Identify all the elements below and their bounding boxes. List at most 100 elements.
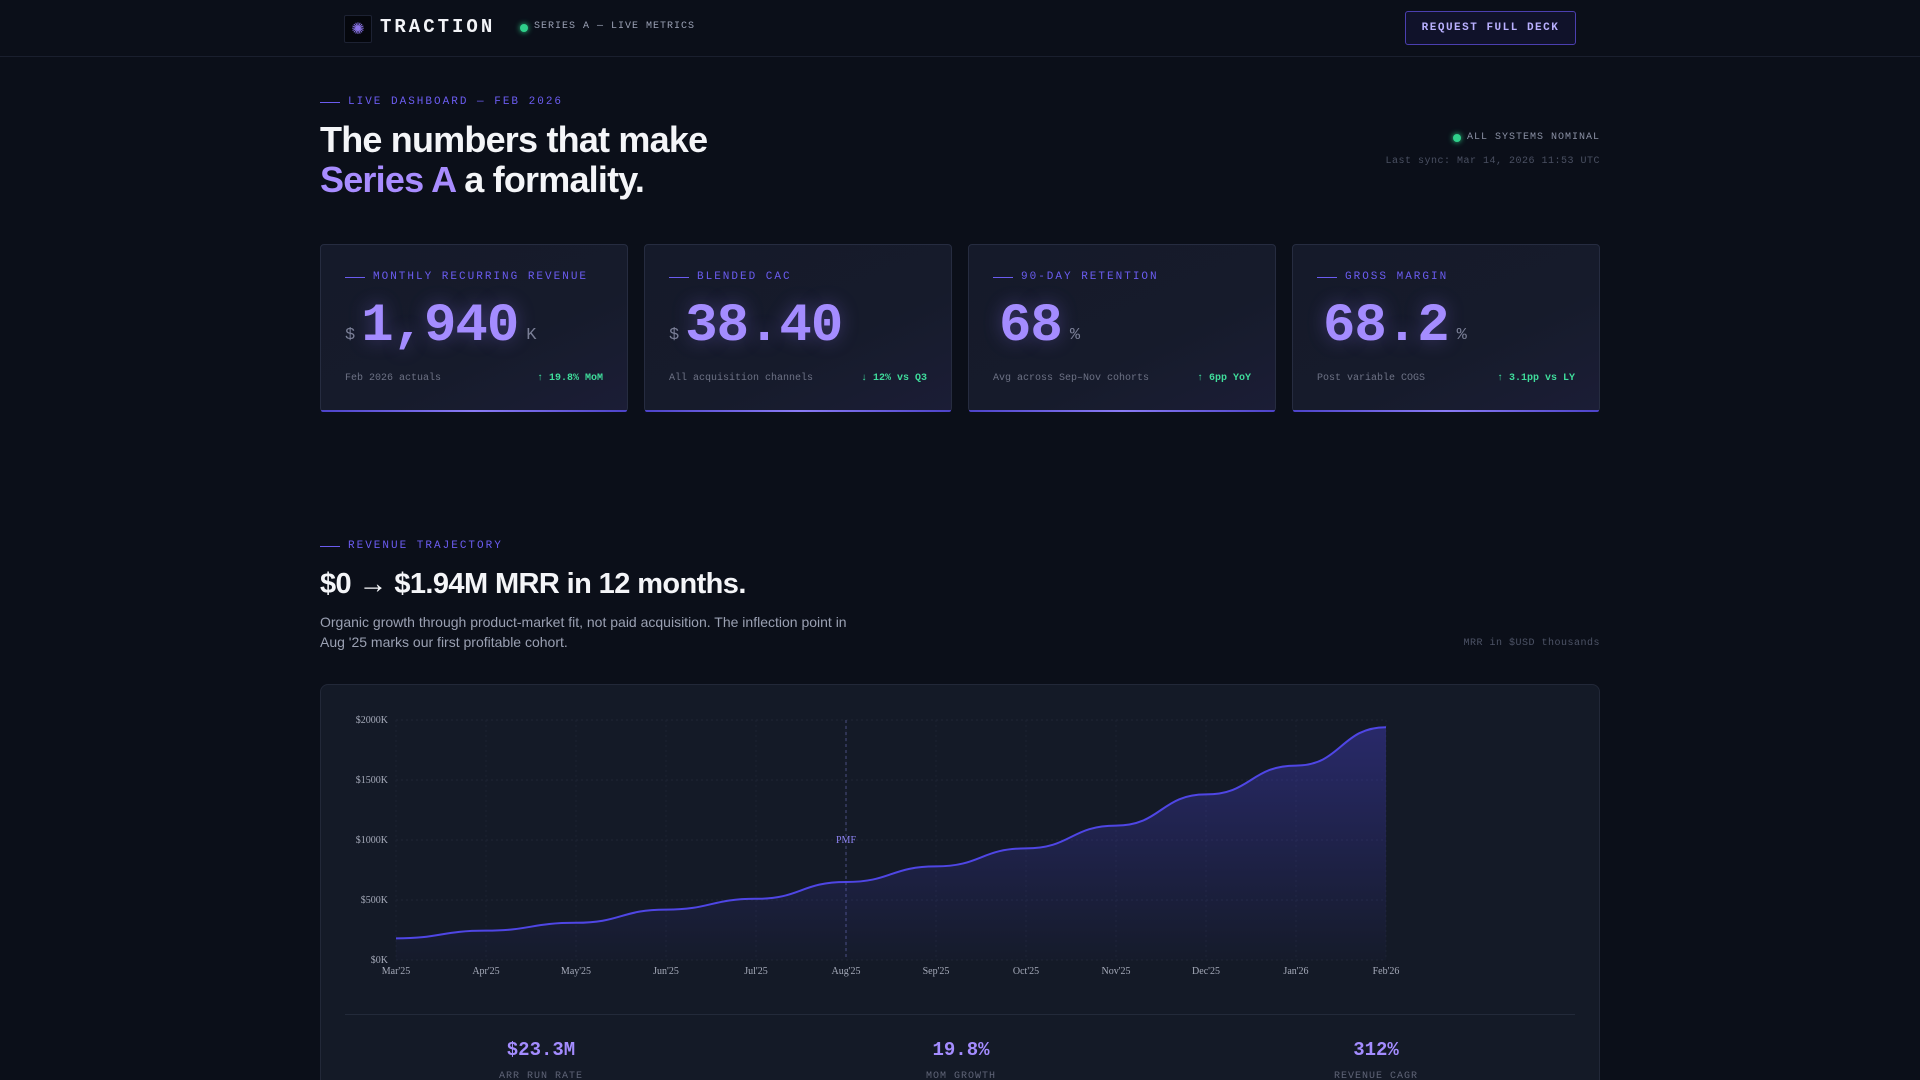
kpi-value-row: $ 38.40	[669, 297, 850, 357]
kpi-prefix: $	[345, 326, 356, 345]
kpi-card-mrr[interactable]: MONTHLY RECURRING REVENUE $ 1,940 K Feb …	[320, 244, 628, 412]
data-point	[1024, 846, 1028, 850]
data-point	[1384, 725, 1388, 729]
revenue-area	[396, 727, 1386, 960]
data-point	[394, 936, 398, 940]
revenue-chart-panel: $0K $500K $1000K $1500K $2000K Mar'25 Apr'25 Ma…	[320, 684, 1600, 1080]
brand-name[interactable]: TRACTION	[380, 16, 496, 38]
kpi-label-text: BLENDED CAC	[697, 271, 792, 283]
stat-value: 312%	[1353, 1039, 1399, 1061]
kpi-value: 1,940	[361, 296, 519, 357]
status-dot-icon	[1452, 133, 1461, 142]
revenue-title: $0 → $1.94M MRR in 12 months.	[320, 568, 746, 600]
hero-eyebrow: LIVE DASHBOARD — FEB 2026	[320, 96, 563, 108]
request-deck-button[interactable]: REQUEST FULL DECK	[1405, 11, 1576, 45]
x-tick-label: Mar'25	[382, 966, 410, 977]
stat-label: MOM GROWTH	[925, 1071, 996, 1080]
data-point	[754, 897, 758, 901]
data-point	[484, 929, 488, 933]
kpi-delta: ↑ 6pp YoY	[1196, 373, 1251, 384]
chart-divider	[345, 1014, 1575, 1015]
title-accent: Series A	[320, 159, 456, 200]
kpi-delta: ↑ 19.8% MoM	[536, 373, 603, 384]
kpi-card-margin[interactable]: GROSS MARGIN 68.2 % Post variable COGS ↑…	[1292, 244, 1600, 412]
x-tick-label: Sep'25	[923, 966, 950, 977]
data-point	[664, 908, 668, 912]
data-point	[844, 880, 848, 884]
label-rule	[345, 276, 365, 278]
kpi-delta: ↓ 12% vs Q3	[860, 373, 927, 384]
x-tick-label: Jul'25	[744, 966, 767, 977]
kpi-label-text: GROSS MARGIN	[1345, 271, 1449, 283]
x-tick-label: Aug'25	[831, 966, 860, 977]
kpi-value-row: $ 1,940 K	[345, 297, 536, 357]
kpi-label: MONTHLY RECURRING REVENUE	[345, 271, 588, 283]
live-status-dot	[520, 24, 528, 32]
x-tick-label: Oct'25	[1013, 966, 1039, 977]
x-tick-label: Jun'25	[653, 966, 679, 977]
stat-cagr: 312% REVENUE CAGR	[1256, 1039, 1496, 1080]
title-line-1: The numbers that make	[320, 119, 708, 160]
y-tick-label: $500K	[361, 895, 389, 906]
y-tick-label: $1000K	[356, 835, 389, 846]
last-sync: Last sync: Mar 14, 2026 11:53 UTC	[1385, 156, 1600, 167]
label-rule	[1317, 276, 1337, 278]
pmf-annotation: PMF	[836, 835, 856, 846]
revenue-chart[interactable]: $0K $500K $1000K $1500K $2000K Mar'25 Apr'25 Ma…	[321, 685, 1601, 1005]
kpi-label-text: 90-DAY RETENTION	[1021, 271, 1159, 283]
system-status-text: ALL SYSTEMS NOMINAL	[1466, 132, 1600, 143]
x-tick-label: Feb'26	[1373, 966, 1400, 977]
y-tick-label: $0K	[371, 955, 389, 966]
page-title: The numbers that make Series A a formali…	[320, 119, 708, 200]
data-point	[574, 921, 578, 925]
top-nav: ✺ TRACTION SERIES A — LIVE METRICS REQUE…	[0, 0, 1920, 57]
kpi-value-row: 68.2 %	[1317, 297, 1467, 357]
stat-value: $23.3M	[506, 1039, 576, 1061]
label-rule	[993, 276, 1013, 278]
stat-value: 19.8%	[932, 1039, 990, 1061]
kpi-subtext: Post variable COGS	[1317, 373, 1426, 384]
kpi-value: 38.40	[685, 296, 843, 357]
stat-arr: $23.3M ARR RUN RATE	[421, 1039, 661, 1080]
kpi-value: 68.2	[1323, 296, 1450, 357]
revenue-description: Organic growth through product-market fi…	[320, 614, 847, 650]
stat-label: ARR RUN RATE	[498, 1071, 583, 1080]
stat-label: REVENUE CAGR	[1333, 1071, 1418, 1080]
revenue-line	[395, 726, 1387, 940]
y-tick-label: $2000K	[356, 715, 389, 726]
data-point	[1204, 792, 1208, 796]
logo-icon[interactable]: ✺	[344, 15, 372, 43]
x-tick-label: Jan'26	[1283, 966, 1308, 977]
eyebrow-rule	[320, 101, 340, 103]
kpi-delta: ↑ 3.1pp vs LY	[1496, 373, 1575, 384]
kpi-card-retention[interactable]: 90-DAY RETENTION 68 % Avg across Sep–Nov…	[968, 244, 1276, 412]
stat-mom: 19.8% MOM GROWTH	[841, 1039, 1081, 1080]
kpi-prefix: $	[669, 326, 680, 345]
system-status: ALL SYSTEMS NOMINAL	[1452, 132, 1600, 143]
kpi-suffix: K	[526, 326, 537, 345]
kpi-subtext: Avg across Sep–Nov cohorts	[993, 373, 1150, 384]
x-tick-label: May'25	[561, 966, 591, 977]
kpi-label-text: MONTHLY RECURRING REVENUE	[373, 271, 589, 283]
kpi-label: BLENDED CAC	[669, 271, 792, 283]
logo-glyph: ✺	[351, 21, 365, 38]
kpi-subtext: Feb 2026 actuals	[345, 373, 442, 384]
data-point	[934, 864, 938, 868]
kpi-suffix: %	[1069, 326, 1081, 345]
label-rule	[669, 276, 689, 278]
kpi-label: 90-DAY RETENTION	[993, 271, 1159, 283]
x-tick-label: Dec'25	[1192, 966, 1220, 977]
kpi-value: 68	[999, 296, 1063, 357]
data-point	[1294, 764, 1298, 768]
kpi-suffix: %	[1456, 326, 1467, 345]
live-status-text: SERIES A — LIVE METRICS	[534, 21, 696, 32]
x-tick-label: Nov'25	[1101, 966, 1130, 977]
title-rest: a formality.	[455, 159, 645, 200]
revenue-eyebrow-text: REVENUE TRAJECTORY	[348, 540, 503, 552]
data-point	[1114, 824, 1118, 828]
x-tick-label: Apr'25	[472, 966, 499, 977]
eyebrow-rule	[320, 545, 340, 547]
kpi-value-row: 68 %	[993, 297, 1080, 357]
kpi-card-cac[interactable]: BLENDED CAC $ 38.40 All acquisition chan…	[644, 244, 952, 412]
revenue-eyebrow: REVENUE TRAJECTORY	[320, 540, 503, 552]
